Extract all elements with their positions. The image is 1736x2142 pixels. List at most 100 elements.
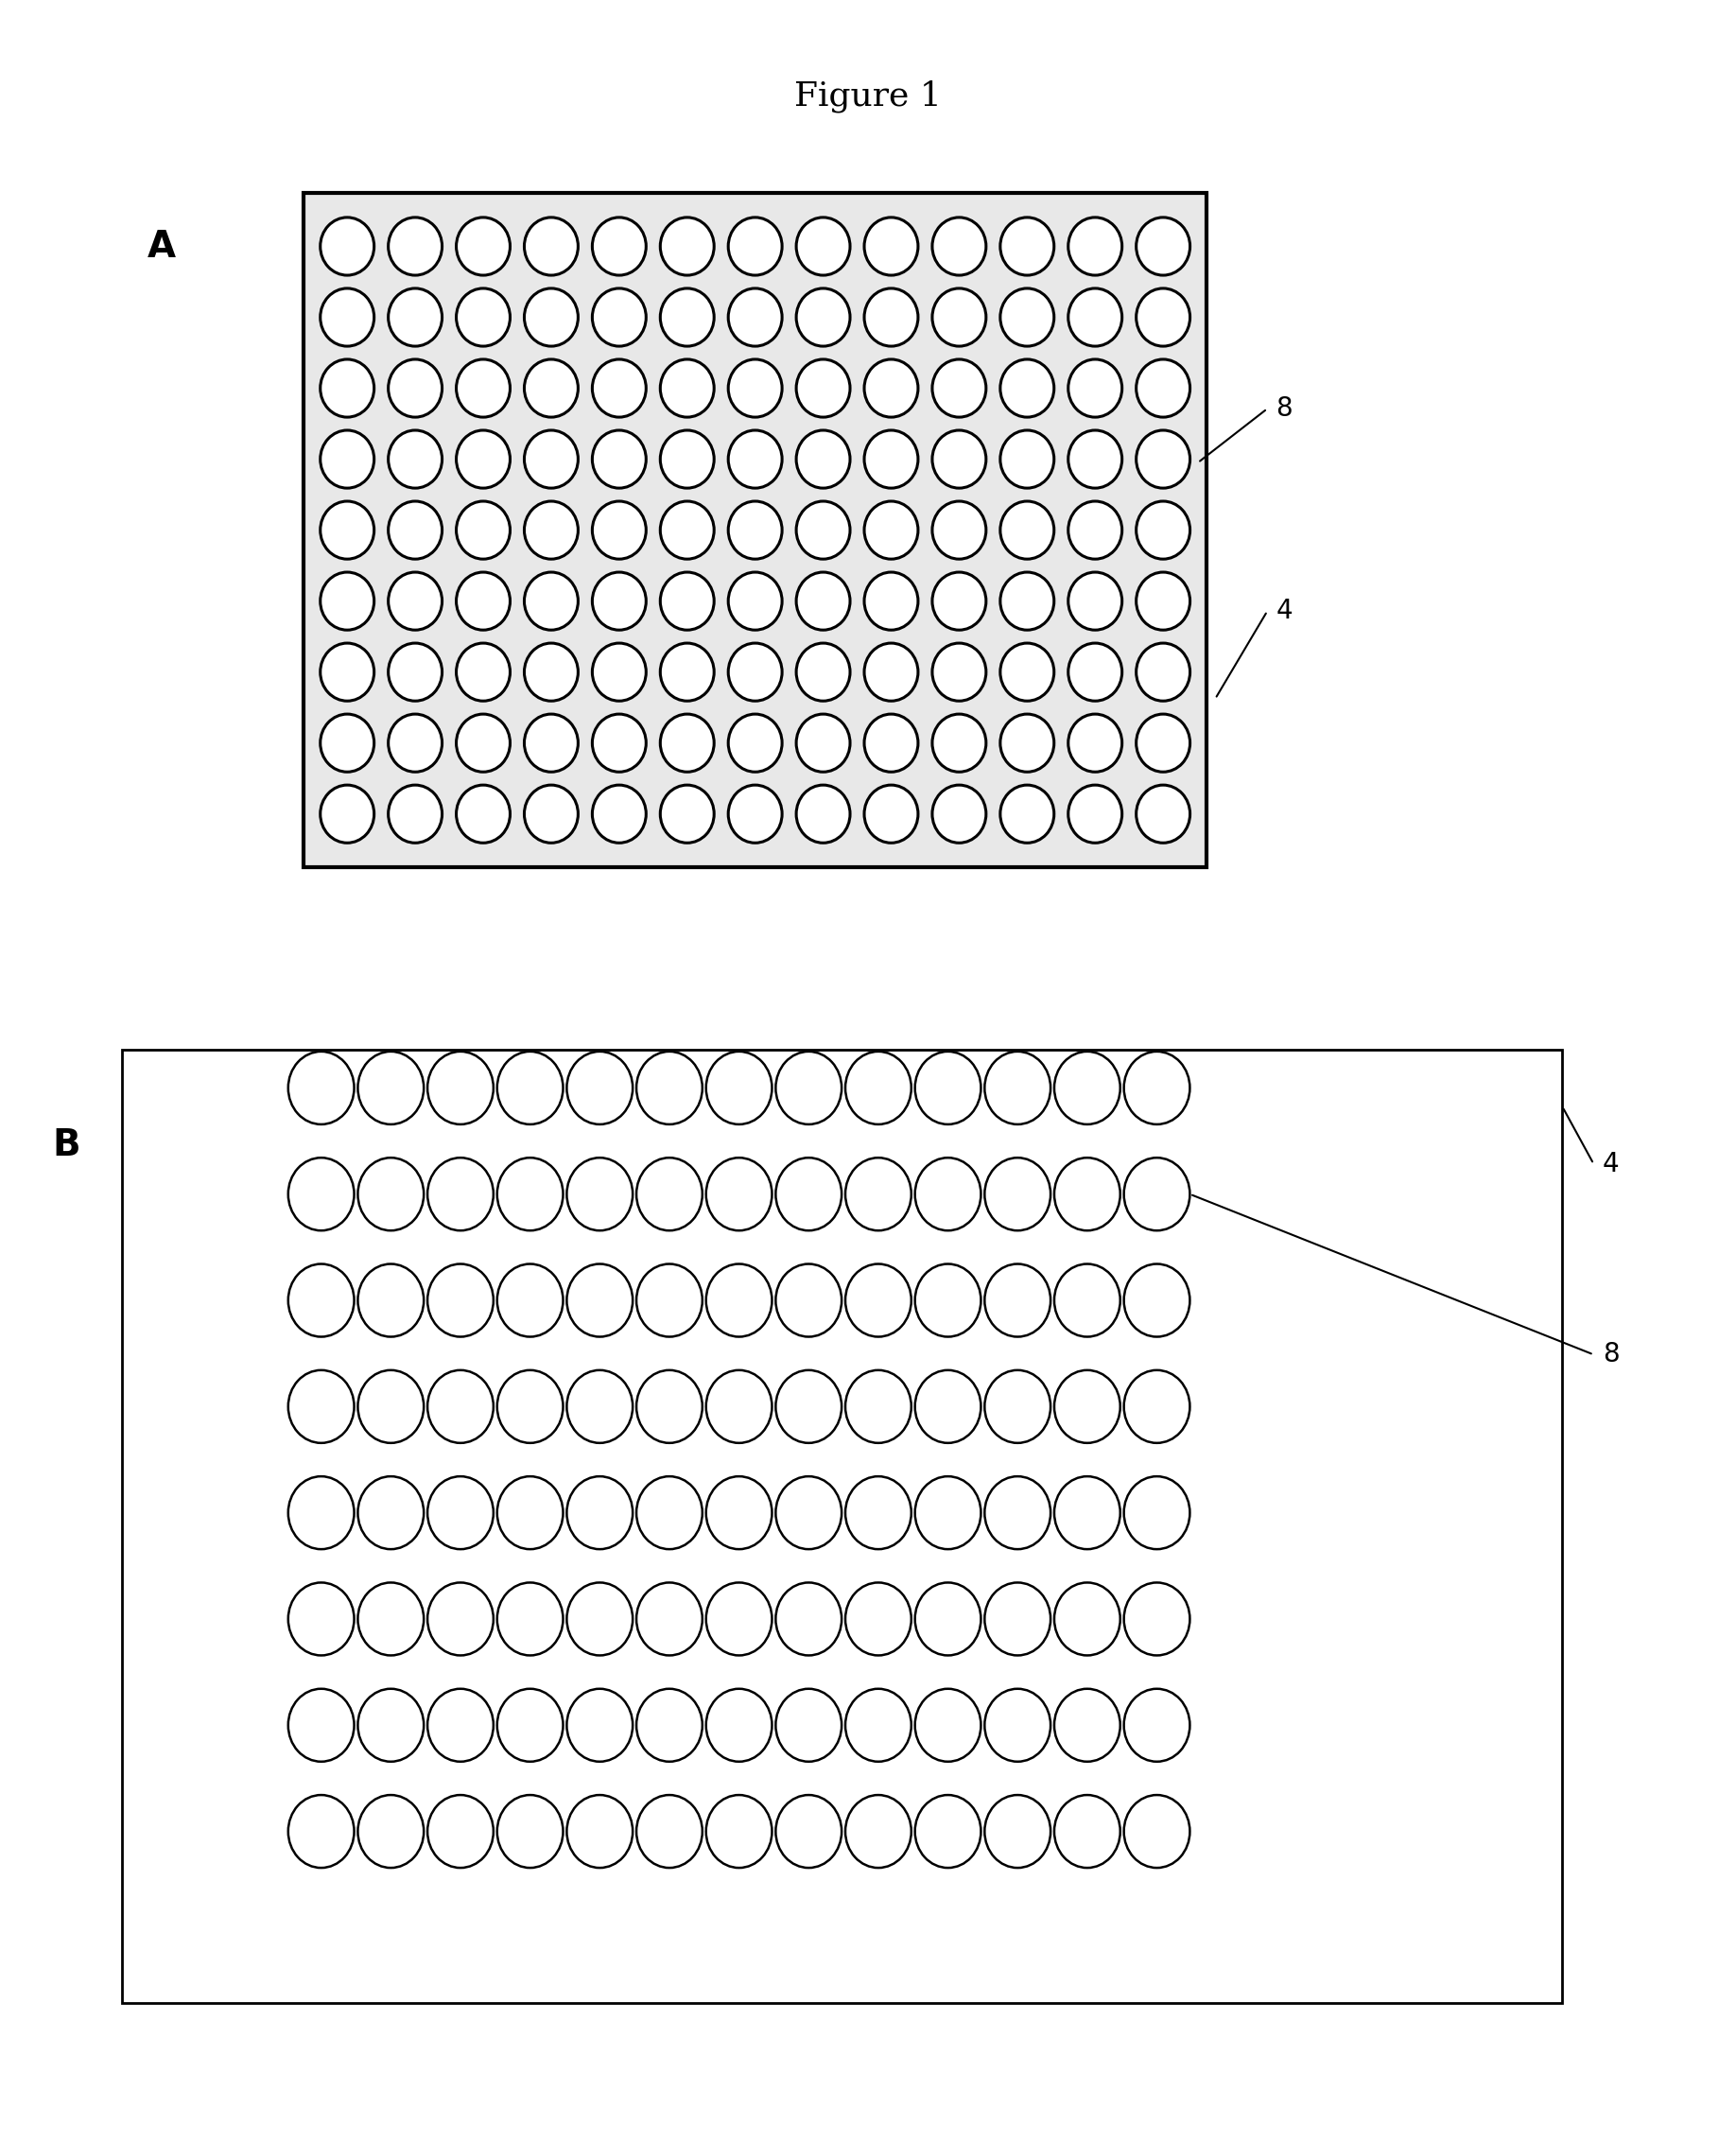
Ellipse shape <box>1054 1371 1120 1444</box>
Ellipse shape <box>288 1688 354 1761</box>
Ellipse shape <box>776 1371 842 1444</box>
Ellipse shape <box>319 501 375 559</box>
Ellipse shape <box>358 1264 424 1337</box>
Ellipse shape <box>776 1583 842 1656</box>
Ellipse shape <box>637 1688 703 1761</box>
Ellipse shape <box>845 1371 911 1444</box>
Ellipse shape <box>319 360 375 418</box>
Ellipse shape <box>797 572 851 630</box>
Ellipse shape <box>592 289 646 347</box>
Ellipse shape <box>358 1476 424 1549</box>
Ellipse shape <box>776 1052 842 1125</box>
Ellipse shape <box>729 360 781 418</box>
Ellipse shape <box>1137 786 1191 844</box>
Ellipse shape <box>845 1795 911 1868</box>
Ellipse shape <box>592 218 646 276</box>
Ellipse shape <box>729 713 781 771</box>
Ellipse shape <box>524 501 578 559</box>
Ellipse shape <box>776 1688 842 1761</box>
Ellipse shape <box>592 501 646 559</box>
Ellipse shape <box>729 786 781 844</box>
Ellipse shape <box>797 218 851 276</box>
Ellipse shape <box>637 1157 703 1230</box>
Ellipse shape <box>389 431 443 488</box>
Ellipse shape <box>358 1688 424 1761</box>
Ellipse shape <box>915 1371 981 1444</box>
Ellipse shape <box>319 431 375 488</box>
Ellipse shape <box>592 643 646 700</box>
Ellipse shape <box>1068 643 1121 700</box>
Ellipse shape <box>389 360 443 418</box>
Ellipse shape <box>319 713 375 771</box>
Ellipse shape <box>566 1157 632 1230</box>
Ellipse shape <box>1068 572 1121 630</box>
Ellipse shape <box>1054 1583 1120 1656</box>
Ellipse shape <box>496 1476 562 1549</box>
Ellipse shape <box>707 1476 773 1549</box>
Ellipse shape <box>1137 289 1191 347</box>
Ellipse shape <box>524 431 578 488</box>
Ellipse shape <box>984 1371 1050 1444</box>
Ellipse shape <box>1000 786 1054 844</box>
Ellipse shape <box>566 1688 632 1761</box>
Ellipse shape <box>1068 431 1121 488</box>
Ellipse shape <box>427 1476 493 1549</box>
Ellipse shape <box>707 1157 773 1230</box>
Ellipse shape <box>1000 289 1054 347</box>
Ellipse shape <box>865 218 918 276</box>
Ellipse shape <box>932 218 986 276</box>
Ellipse shape <box>1000 572 1054 630</box>
Ellipse shape <box>984 1583 1050 1656</box>
Ellipse shape <box>288 1052 354 1125</box>
Ellipse shape <box>1000 713 1054 771</box>
Ellipse shape <box>660 501 713 559</box>
Ellipse shape <box>1000 218 1054 276</box>
Ellipse shape <box>984 1264 1050 1337</box>
Ellipse shape <box>1054 1688 1120 1761</box>
Ellipse shape <box>319 643 375 700</box>
Ellipse shape <box>427 1264 493 1337</box>
Ellipse shape <box>1000 360 1054 418</box>
Ellipse shape <box>932 360 986 418</box>
Ellipse shape <box>660 431 713 488</box>
Ellipse shape <box>865 713 918 771</box>
Ellipse shape <box>1123 1052 1189 1125</box>
Ellipse shape <box>457 713 510 771</box>
Ellipse shape <box>984 1052 1050 1125</box>
Ellipse shape <box>566 1052 632 1125</box>
Ellipse shape <box>984 1157 1050 1230</box>
Ellipse shape <box>288 1476 354 1549</box>
Ellipse shape <box>1054 1795 1120 1868</box>
Ellipse shape <box>729 572 781 630</box>
Ellipse shape <box>427 1371 493 1444</box>
Ellipse shape <box>932 501 986 559</box>
Ellipse shape <box>319 786 375 844</box>
Ellipse shape <box>1123 1371 1189 1444</box>
Ellipse shape <box>1137 572 1191 630</box>
Ellipse shape <box>660 786 713 844</box>
Ellipse shape <box>707 1371 773 1444</box>
Ellipse shape <box>358 1795 424 1868</box>
Ellipse shape <box>1000 431 1054 488</box>
Ellipse shape <box>1068 360 1121 418</box>
Ellipse shape <box>932 643 986 700</box>
Ellipse shape <box>797 431 851 488</box>
Ellipse shape <box>660 572 713 630</box>
Ellipse shape <box>319 572 375 630</box>
Ellipse shape <box>358 1583 424 1656</box>
Ellipse shape <box>288 1371 354 1444</box>
Ellipse shape <box>915 1264 981 1337</box>
Ellipse shape <box>984 1688 1050 1761</box>
Ellipse shape <box>389 713 443 771</box>
Ellipse shape <box>637 1795 703 1868</box>
Ellipse shape <box>729 501 781 559</box>
Ellipse shape <box>776 1157 842 1230</box>
Ellipse shape <box>797 786 851 844</box>
Ellipse shape <box>1054 1157 1120 1230</box>
Ellipse shape <box>845 1264 911 1337</box>
Ellipse shape <box>865 431 918 488</box>
Ellipse shape <box>496 1052 562 1125</box>
Ellipse shape <box>865 786 918 844</box>
Ellipse shape <box>637 1583 703 1656</box>
Text: B: B <box>52 1127 80 1163</box>
